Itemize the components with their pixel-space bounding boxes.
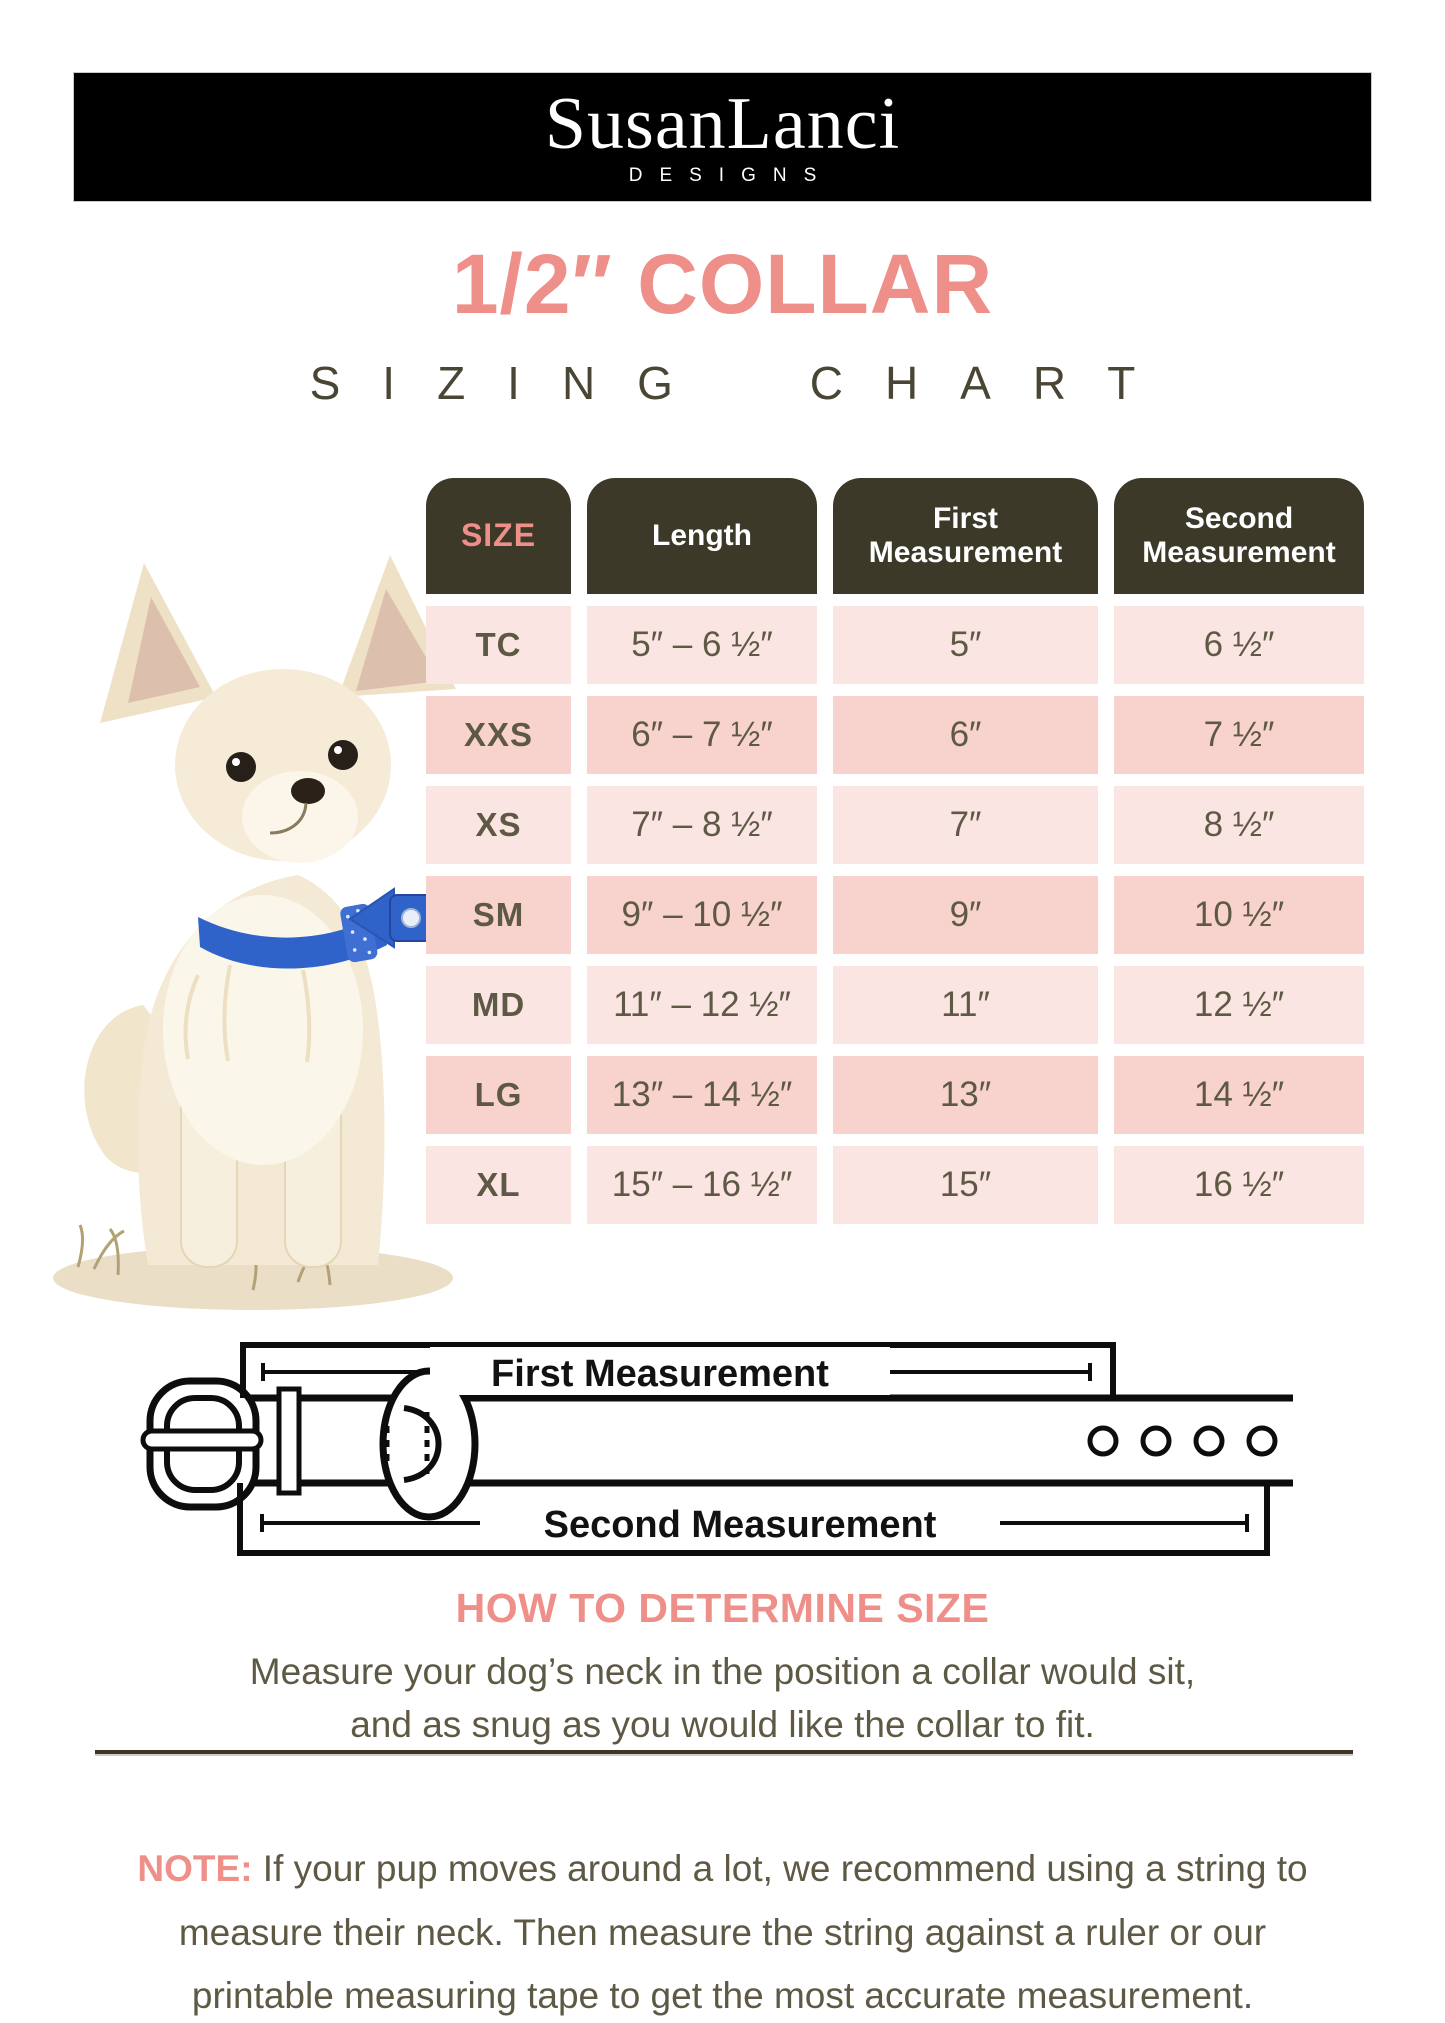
- size-label-cell: XL: [426, 1146, 571, 1224]
- how-to-section: HOW TO DETERMINE SIZE Measure your dog’s…: [0, 1585, 1445, 1751]
- table-header-second-measurement: Second Measurement: [1114, 478, 1364, 594]
- section-divider: [95, 1750, 1353, 1754]
- table-cell: 6″: [833, 696, 1098, 774]
- table-cell: 7″ – 8 ½″: [587, 786, 817, 864]
- dog-inner-ear: [356, 589, 440, 691]
- dog-photo: [53, 555, 476, 1310]
- blue-collar-band: [198, 913, 387, 969]
- note-body: If your pup moves around a lot, we recom…: [178, 1848, 1308, 2017]
- eye-glint: [232, 758, 240, 766]
- table-cell: 8 ½″: [1114, 786, 1364, 864]
- dog-mouth: [269, 802, 308, 835]
- dog-inner-ear: [128, 597, 200, 703]
- collar-measurement-diagram: First Measurement Second Measurement: [140, 1342, 1293, 1556]
- dog-muzzle: [242, 771, 358, 863]
- eye-glint: [334, 746, 342, 754]
- brand-logo: SusanLanci: [544, 83, 901, 165]
- second-measurement-bracket: [237, 1483, 1270, 1556]
- table-cell: 16 ½″: [1114, 1146, 1364, 1224]
- first-measurement-bracket: [240, 1342, 1116, 1398]
- page-title: 1/2″ COLLAR: [451, 237, 994, 331]
- note-label: NOTE:: [137, 1848, 253, 1889]
- table-cell: 15″ – 16 ½″: [587, 1146, 817, 1224]
- table-cell: 7″: [833, 786, 1098, 864]
- table-cell: 15″: [833, 1146, 1098, 1224]
- dog-nose: [291, 778, 325, 804]
- size-label-cell: MD: [426, 966, 571, 1044]
- dog-eye: [226, 752, 256, 782]
- brand-designs-label: DESIGNS: [628, 165, 834, 186]
- how-to-heading: HOW TO DETERMINE SIZE: [455, 1585, 990, 1631]
- table-header-first-measurement: First Measurement: [833, 478, 1098, 594]
- size-label-cell: XXS: [426, 696, 571, 774]
- first-measurement-label: First Measurement: [491, 1353, 829, 1395]
- table-cell: 11″ – 12 ½″: [587, 966, 817, 1044]
- size-label-cell: TC: [426, 606, 571, 684]
- table-cell: 6 ½″: [1114, 606, 1364, 684]
- second-label-backdrop: [480, 1498, 1000, 1546]
- collar-buckle: [140, 1377, 302, 1511]
- buckle-prong: [140, 1428, 264, 1452]
- size-label-cell: XS: [426, 786, 571, 864]
- table-cell: 5″ – 6 ½″: [587, 606, 817, 684]
- second-measurement-label: Second Measurement: [544, 1504, 937, 1546]
- first-label-backdrop: [430, 1347, 890, 1395]
- table-cell: 7 ½″: [1114, 696, 1364, 774]
- table-cell: 13″ – 14 ½″: [587, 1056, 817, 1134]
- table-header-size: SIZE: [426, 478, 571, 594]
- size-label-cell: LG: [426, 1056, 571, 1134]
- fur-strokes: [183, 964, 312, 1063]
- how-to-body: Measure your dog’s neck in the position …: [249, 1651, 1196, 1745]
- bow-crystal: [401, 908, 421, 928]
- table-cell: 9″: [833, 876, 1098, 954]
- table-cell: 10 ½″: [1114, 876, 1364, 954]
- sizing-table: SIZE Length First Measurement Second Mea…: [426, 478, 1364, 1224]
- note-paragraph: NOTE: If your pup moves around a lot, we…: [128, 1837, 1318, 2023]
- dog-eye: [328, 740, 358, 770]
- buckle-keeper: [276, 1386, 302, 1496]
- table-cell: 5″: [833, 606, 1098, 684]
- size-label-cell: SM: [426, 876, 571, 954]
- table-header-length: Length: [587, 478, 817, 594]
- brand-header: SusanLanci DESIGNS: [73, 72, 1372, 202]
- table-cell: 13″: [833, 1056, 1098, 1134]
- table-cell: 6″ – 7 ½″: [587, 696, 817, 774]
- table-cell: 12 ½″: [1114, 966, 1364, 1044]
- page-subtitle: SIZING CHART: [309, 357, 1178, 409]
- table-cell: 11″: [833, 966, 1098, 1044]
- collar-holes: [1087, 1425, 1278, 1457]
- table-cell: 9″ – 10 ½″: [587, 876, 817, 954]
- table-cell: 14 ½″: [1114, 1056, 1364, 1134]
